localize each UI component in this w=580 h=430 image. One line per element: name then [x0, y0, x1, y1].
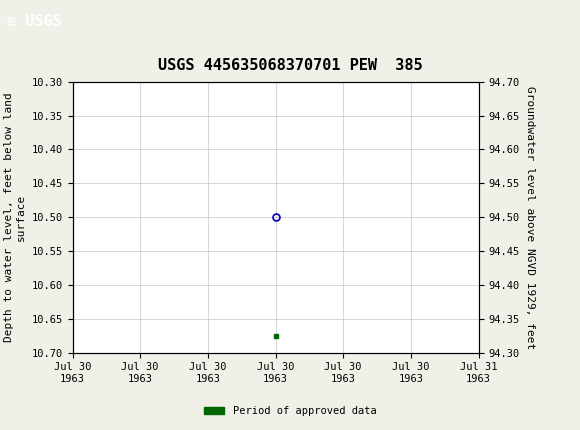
Text: ≋ USGS: ≋ USGS: [7, 14, 61, 29]
Legend: Period of approved data: Period of approved data: [200, 402, 380, 421]
Text: USGS 445635068370701 PEW  385: USGS 445635068370701 PEW 385: [158, 58, 422, 73]
Y-axis label: Depth to water level, feet below land
surface: Depth to water level, feet below land su…: [5, 92, 26, 342]
Y-axis label: Groundwater level above NGVD 1929, feet: Groundwater level above NGVD 1929, feet: [525, 86, 535, 349]
